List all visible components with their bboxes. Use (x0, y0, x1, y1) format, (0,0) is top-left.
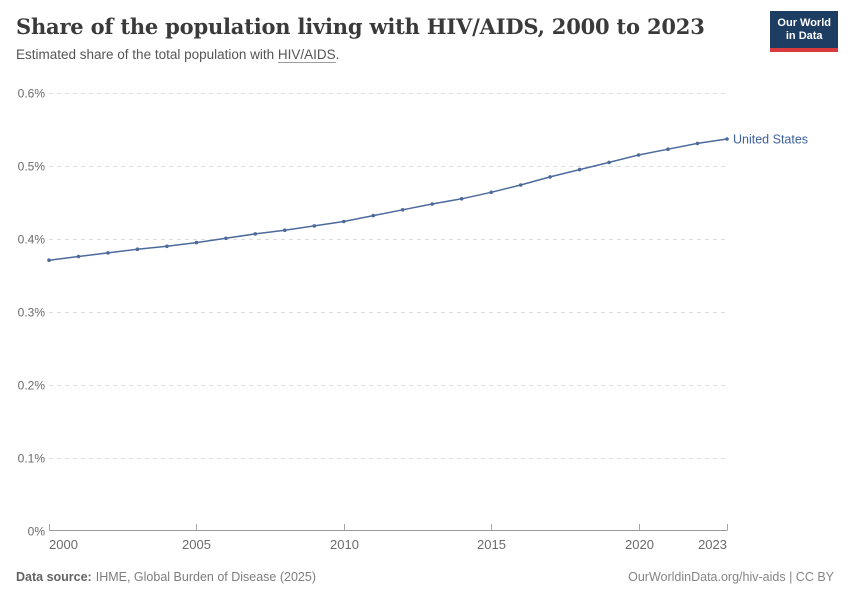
data-point[interactable] (135, 247, 140, 251)
owid-logo[interactable]: Our World in Data (770, 11, 838, 52)
subtitle-term-link[interactable]: HIV/AIDS (277, 47, 336, 64)
y-tick-label: 0.4% (18, 233, 46, 247)
data-point[interactable] (312, 224, 317, 228)
data-point[interactable] (577, 167, 582, 172)
data-point[interactable] (400, 208, 405, 212)
data-point[interactable] (194, 240, 199, 245)
data-point[interactable] (106, 251, 110, 255)
credit-link[interactable]: OurWorldinData.org/hiv-aids | CC BY (628, 570, 834, 584)
data-point[interactable] (342, 219, 346, 224)
data-point[interactable] (666, 147, 670, 151)
data-source: Data source: IHME, Global Burden of Disea… (16, 570, 316, 584)
data-point[interactable] (283, 228, 287, 232)
y-tick-label: 0.3% (18, 306, 46, 320)
y-tick-label: 0% (28, 525, 46, 539)
data-point[interactable] (47, 258, 51, 263)
owid-logo-line2: in Data (785, 30, 823, 42)
data-point[interactable] (76, 254, 81, 259)
x-tick-label: 2005 (182, 537, 211, 552)
data-source-label: Data source: (16, 570, 92, 584)
data-point[interactable] (725, 137, 729, 141)
data-point[interactable] (459, 197, 464, 201)
y-tick-label: 0.5% (18, 160, 46, 174)
x-tick-label: 2023 (698, 537, 727, 552)
data-point[interactable] (489, 190, 494, 195)
data-point[interactable] (430, 202, 435, 206)
y-tick-label: 0.2% (18, 379, 46, 393)
data-point[interactable] (548, 175, 552, 179)
series-line[interactable] (48, 138, 728, 261)
data-point[interactable] (636, 153, 641, 157)
data-point[interactable] (371, 213, 376, 218)
chart-subtitle: Estimated share of the total population … (16, 46, 756, 64)
owid-logo-line1: Our World (777, 17, 831, 29)
subtitle-period: . (335, 47, 340, 63)
y-tick-label: 0.6% (18, 87, 46, 101)
chart-footer: Data source: IHME, Global Burden of Disea… (16, 570, 834, 584)
data-point[interactable] (165, 244, 169, 249)
data-point[interactable] (224, 236, 228, 241)
x-tick-label: 2020 (625, 537, 654, 552)
data-point[interactable] (695, 141, 700, 146)
subtitle-text: Estimated share of the total population … (16, 47, 278, 63)
data-point[interactable] (607, 160, 611, 165)
data-source-text: IHME, Global Burden of Disease (2025) (95, 570, 316, 584)
data-point[interactable] (253, 232, 258, 236)
data-point[interactable] (518, 183, 523, 187)
x-tick-label: 2010 (330, 537, 359, 552)
series-end-label[interactable]: United States (733, 132, 808, 146)
y-tick-label: 0.1% (18, 452, 46, 466)
chart-header: Share of the population living with HIV/… (16, 14, 756, 64)
x-tick-label: 2015 (477, 537, 506, 552)
chart-title: Share of the population living with HIV/… (16, 14, 705, 39)
x-tick-label: 2000 (49, 537, 78, 552)
